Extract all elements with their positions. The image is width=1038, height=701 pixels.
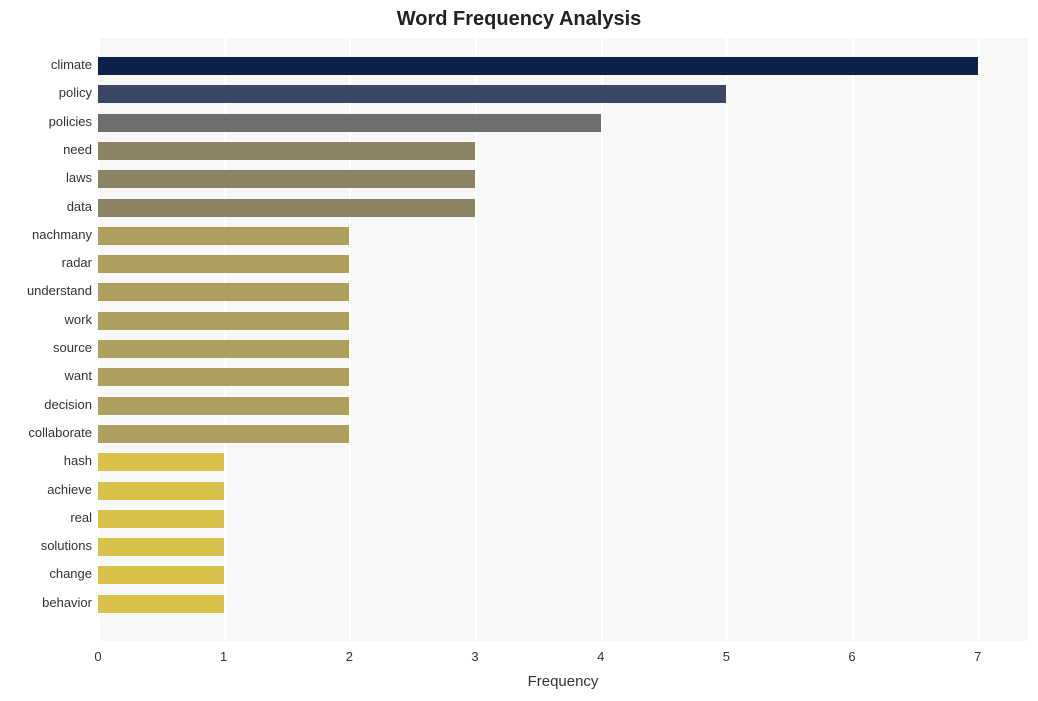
- y-tick-label: change: [0, 566, 92, 581]
- gridline: [601, 38, 603, 641]
- gridline: [852, 38, 854, 641]
- y-tick-label: need: [0, 142, 92, 157]
- y-tick-label: policies: [0, 114, 92, 129]
- x-tick-label: 1: [220, 649, 227, 664]
- bar: [98, 538, 224, 556]
- bar: [98, 199, 475, 217]
- bar: [98, 368, 349, 386]
- y-tick-label: behavior: [0, 595, 92, 610]
- x-tick-label: 7: [974, 649, 981, 664]
- y-tick-label: real: [0, 510, 92, 525]
- bar: [98, 170, 475, 188]
- x-tick-label: 3: [471, 649, 478, 664]
- y-tick-label: climate: [0, 57, 92, 72]
- x-tick-label: 4: [597, 649, 604, 664]
- y-tick-label: solutions: [0, 538, 92, 553]
- bar: [98, 566, 224, 584]
- gridline: [978, 38, 980, 641]
- bar: [98, 482, 224, 500]
- x-tick-label: 2: [346, 649, 353, 664]
- bar: [98, 397, 349, 415]
- bar: [98, 510, 224, 528]
- y-tick-label: laws: [0, 170, 92, 185]
- y-tick-label: radar: [0, 255, 92, 270]
- y-tick-label: want: [0, 368, 92, 383]
- y-tick-label: decision: [0, 397, 92, 412]
- chart-title: Word Frequency Analysis: [0, 8, 1038, 31]
- x-axis-label: Frequency: [98, 673, 1028, 690]
- y-tick-label: data: [0, 199, 92, 214]
- y-tick-label: understand: [0, 283, 92, 298]
- bar: [98, 57, 978, 75]
- plot-area: [98, 38, 1028, 641]
- chart-container: Word Frequency Analysis Frequency 0 1 2 3 4 5…: [0, 0, 1038, 701]
- bar: [98, 85, 726, 103]
- y-tick-label: policy: [0, 85, 92, 100]
- x-tick-label: 0: [94, 649, 101, 664]
- bar: [98, 312, 349, 330]
- y-tick-label: hash: [0, 453, 92, 468]
- gridline: [726, 38, 728, 641]
- bar: [98, 425, 349, 443]
- bar: [98, 453, 224, 471]
- bar: [98, 255, 349, 273]
- bar: [98, 114, 601, 132]
- y-tick-label: source: [0, 340, 92, 355]
- bar: [98, 142, 475, 160]
- bar: [98, 227, 349, 245]
- y-tick-label: collaborate: [0, 425, 92, 440]
- x-tick-label: 6: [848, 649, 855, 664]
- y-tick-label: achieve: [0, 482, 92, 497]
- bar: [98, 340, 349, 358]
- y-tick-label: nachmany: [0, 227, 92, 242]
- y-tick-label: work: [0, 312, 92, 327]
- x-tick-label: 5: [723, 649, 730, 664]
- bar: [98, 283, 349, 301]
- bar: [98, 595, 224, 613]
